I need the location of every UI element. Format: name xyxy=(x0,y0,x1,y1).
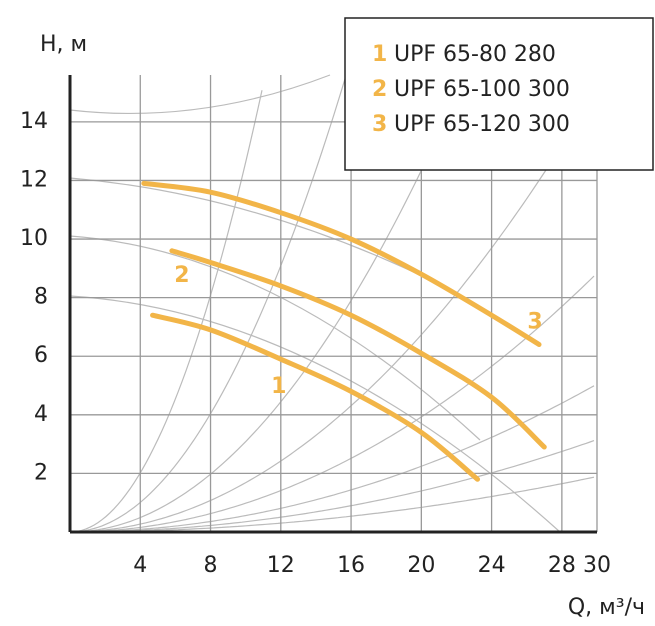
y-tick-label: 14 xyxy=(20,109,48,134)
y-tick-label: 4 xyxy=(34,402,48,427)
y-tick-label: 10 xyxy=(20,226,48,251)
system-curve xyxy=(70,385,595,533)
system-curve xyxy=(69,90,263,533)
y-tick-label: 12 xyxy=(20,167,48,192)
y-tick-label: 2 xyxy=(34,460,48,485)
legend-box xyxy=(344,17,654,171)
system-curve xyxy=(70,81,463,533)
x-axis-label: Q, м³/ч xyxy=(568,595,645,620)
legend-number: 3 xyxy=(372,112,387,137)
x-tick-label: 30 xyxy=(583,553,611,578)
curve-label: 1 xyxy=(271,374,286,399)
x-tick-label: 8 xyxy=(204,553,218,578)
legend-number: 2 xyxy=(372,77,387,102)
pump-curve xyxy=(141,180,542,348)
curve-label: 3 xyxy=(527,310,542,335)
pump-curve xyxy=(169,248,547,450)
pump-curve xyxy=(150,312,481,482)
x-tick-label: 4 xyxy=(133,553,147,578)
efficiency-curve xyxy=(69,177,421,276)
x-tick-label: 24 xyxy=(478,553,506,578)
efficiency-curve xyxy=(69,295,561,533)
x-tick-label: 12 xyxy=(267,553,295,578)
legend-label: UPF 65-100 300 xyxy=(394,77,570,102)
background-curves xyxy=(69,74,595,533)
x-tick-label: 16 xyxy=(337,553,365,578)
legend-number: 1 xyxy=(372,42,387,67)
efficiency-curve xyxy=(69,74,331,115)
legend-label: UPF 65-80 280 xyxy=(394,42,556,67)
x-tick-label: 20 xyxy=(407,553,435,578)
system-curve xyxy=(70,92,595,533)
efficiency-curve xyxy=(69,235,481,441)
y-tick-label: 8 xyxy=(34,285,48,310)
system-curve xyxy=(70,440,595,533)
system-curve xyxy=(70,476,595,533)
system-curve xyxy=(70,275,595,533)
curve-label: 2 xyxy=(174,263,189,288)
system-curve xyxy=(69,75,347,533)
y-axis-label: H, м xyxy=(40,32,87,57)
legend-label: UPF 65-120 300 xyxy=(394,112,570,137)
y-tick-label: 6 xyxy=(34,343,48,368)
x-tick-label: 28 xyxy=(548,553,576,578)
